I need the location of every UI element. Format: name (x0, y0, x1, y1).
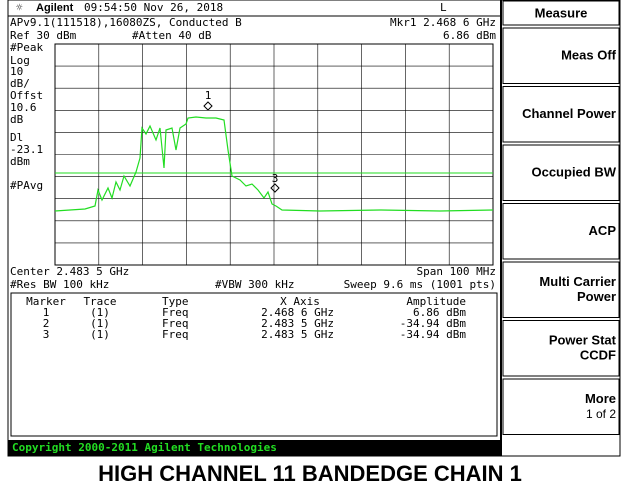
marker-table (10, 292, 498, 437)
left-label: 10.6 (10, 101, 37, 114)
softkey-label[interactable]: CCDF (580, 348, 616, 363)
cell: Freq (162, 306, 189, 319)
cell: 1 (43, 306, 50, 319)
column-header: Trace (83, 295, 116, 308)
cell: Freq (162, 317, 189, 330)
cell: -34.94 dBm (400, 328, 467, 341)
marker-diamond (203, 101, 280, 193)
softkey[interactable] (502, 261, 620, 318)
left-label: #Peak (10, 41, 43, 54)
softkey-label[interactable]: Power (577, 289, 616, 304)
left-label: dBm (10, 155, 30, 168)
cell: 2.483 5 GHz (261, 317, 334, 330)
cell: (1) (90, 328, 110, 341)
softkey-label[interactable]: 1 of 2 (586, 407, 616, 421)
left-label: dB (10, 113, 24, 126)
softkey[interactable] (502, 320, 620, 377)
cell: 2 (43, 317, 50, 330)
menu-title-box (502, 0, 620, 26)
rbw: #Res BW 100 kHz (10, 278, 109, 291)
table: Marker Trace Type X Axis Amplitude 1 (1) Freq 2.… (26, 295, 466, 341)
marker-label: 1 (205, 89, 212, 102)
left-label: #PAvg (10, 179, 43, 192)
copyright: Copyright 2000-2011 Agilent Technologies (12, 441, 277, 454)
column-header: X Axis (280, 295, 320, 308)
grid (55, 44, 493, 265)
atten: #Atten 40 dB (132, 29, 212, 42)
center: Center 2.483 5 GHz (10, 265, 129, 278)
softkey[interactable] (502, 144, 620, 201)
left-label: Dl (10, 131, 23, 144)
marker-label: 3 (272, 172, 279, 185)
left-label: -23.1 (10, 143, 43, 156)
cell: 3 (43, 328, 50, 341)
softkey-label[interactable]: Channel Power (522, 106, 616, 121)
copyright-bar (8, 440, 500, 456)
softkey[interactable] (502, 203, 620, 260)
cell: -34.94 dBm (400, 317, 467, 330)
ref: Ref 30 dBm (10, 29, 77, 42)
icon: ☼ (16, 1, 23, 14)
mode: L (440, 1, 447, 14)
cell: Freq (162, 328, 189, 341)
marker-freq: Mkr1 2.468 6 GHz (390, 16, 496, 29)
softkey-label[interactable]: Multi Carrier (539, 274, 616, 289)
softkey-label[interactable]: Power Stat (549, 333, 617, 348)
cell: 6.86 dBm (413, 306, 466, 319)
left-label: 10 (10, 65, 23, 78)
vbw: #VBW 300 kHz (215, 278, 294, 291)
marker-amp: 6.86 dBm (443, 29, 496, 42)
sweep: Sweep 9.6 ms (1001 pts) (344, 278, 496, 291)
cell: 2.468 6 GHz (261, 306, 334, 319)
caption: HIGH CHANNEL 11 BANDEDGE CHAIN 1 (98, 461, 522, 486)
column-header: Marker (26, 295, 66, 308)
cell: (1) (90, 306, 110, 319)
softkey[interactable] (502, 378, 620, 435)
softkey-label[interactable]: More (585, 391, 616, 406)
softkey[interactable] (502, 86, 620, 143)
menu-title: Measure (535, 5, 588, 20)
left-label: Log (10, 54, 30, 67)
column-header: Amplitude (406, 295, 466, 308)
trace (54, 116, 494, 212)
softkey[interactable] (502, 27, 620, 84)
softkey-label[interactable]: ACP (589, 223, 617, 238)
time: 09:54:50 Nov 26, 2018 (84, 1, 223, 14)
brand: Agilent (36, 2, 74, 14)
cell: (1) (90, 317, 110, 330)
softkeys: Measure Meas Off Channel Power Occupied BW A… (502, 0, 620, 435)
span: Span 100 MHz (417, 265, 496, 278)
cell: 2.483 5 GHz (261, 328, 334, 341)
left-label: dB/ (10, 77, 30, 90)
softkey-label[interactable]: Occupied BW (531, 165, 616, 180)
setup: APv9.1(111518),16080ZS, Conducted B (10, 16, 242, 29)
column-header: Type (162, 295, 189, 308)
left-label: Offst (10, 89, 43, 102)
softkey-label[interactable]: Meas Off (561, 48, 617, 63)
